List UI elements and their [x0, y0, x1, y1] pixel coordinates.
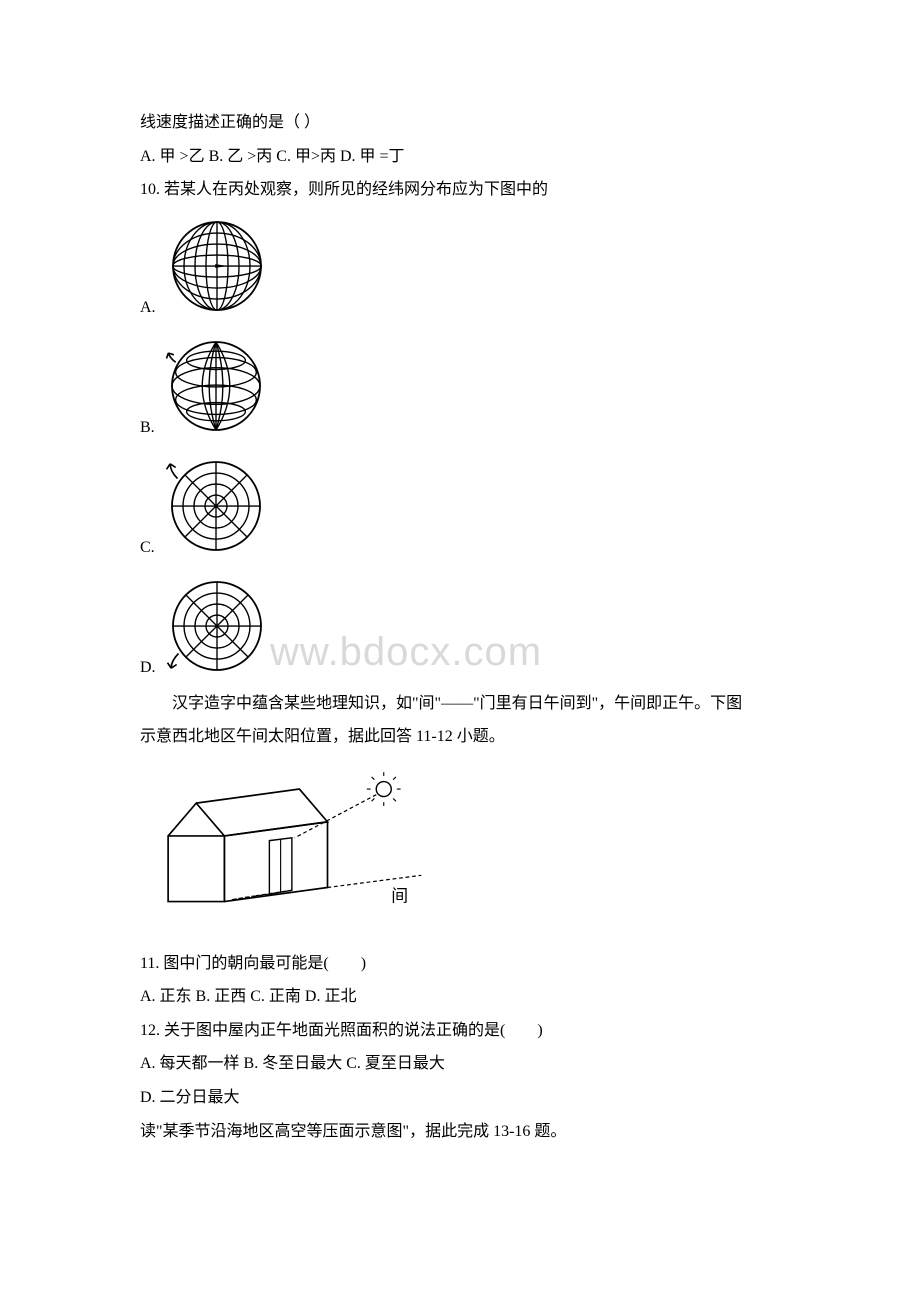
q12-stem: 12. 关于图中屋内正午地面光照面积的说法正确的是( ): [140, 1018, 780, 1044]
option-a-letter: A.: [140, 295, 156, 321]
q11-stem: 11. 图中门的朝向最可能是( ): [140, 951, 780, 977]
house-label: 间: [391, 887, 408, 906]
q10-option-d-row: D.: [140, 571, 780, 681]
option-c-letter: C.: [140, 535, 155, 561]
option-d-letter: D.: [140, 655, 156, 681]
q9-options: A. 甲 >乙 B. 乙 >丙 C. 甲>丙 D. 甲 =丁: [140, 144, 780, 170]
q12-options-line1: A. 每天都一样 B. 冬至日最大 C. 夏至日最大: [140, 1051, 780, 1077]
house-figure: 间: [140, 770, 440, 930]
q10-option-a-row: A.: [140, 211, 780, 321]
page-content: 线速度描述正确的是（ ） A. 甲 >乙 B. 乙 >丙 C. 甲>丙 D. 甲…: [140, 110, 780, 1144]
globe-d-icon: [162, 571, 272, 681]
passage1-line1: 汉字造字中蕴含某些地理知识，如"间"——"门里有日午间到"，午间即正午。下图: [140, 691, 780, 717]
q10-option-b-row: B.: [140, 331, 780, 441]
globe-a-icon: [162, 211, 272, 321]
option-b-letter: B.: [140, 415, 155, 441]
q12-options-line2: D. 二分日最大: [140, 1085, 780, 1111]
q9-tail: 线速度描述正确的是（ ）: [140, 110, 780, 136]
q11-options: A. 正东 B. 正西 C. 正南 D. 正北: [140, 984, 780, 1010]
q10-option-c-row: C.: [140, 451, 780, 561]
globe-b-icon: [161, 331, 271, 441]
passage1-line2: 示意西北地区午间太阳位置，据此回答 11-12 小题。: [140, 724, 780, 750]
q10-stem: 10. 若某人在丙处观察，则所见的经纬网分布应为下图中的: [140, 177, 780, 203]
globe-c-icon: [161, 451, 271, 561]
passage2: 读"某季节沿海地区高空等压面示意图"，据此完成 13-16 题。: [140, 1119, 780, 1145]
